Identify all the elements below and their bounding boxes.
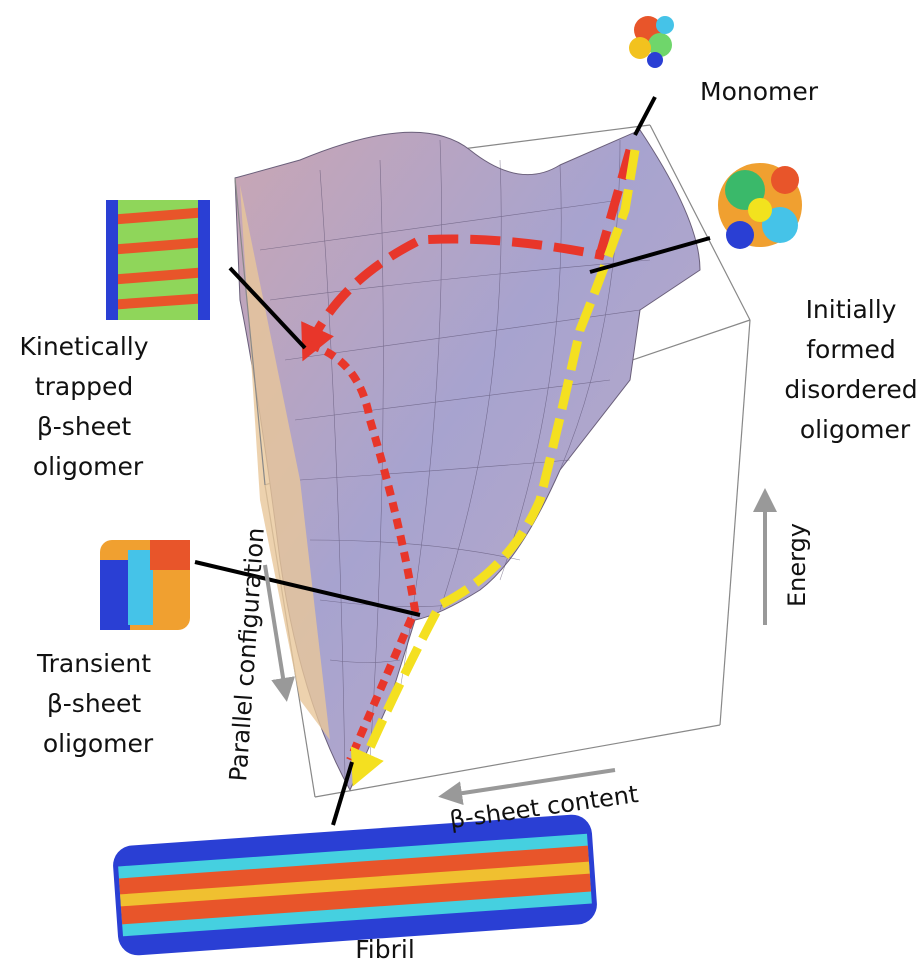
energy-axis-label: Energy xyxy=(783,523,811,607)
fibril-label: Fibril xyxy=(355,935,415,964)
disordered-oligomer-icon xyxy=(718,163,802,249)
parallel-axis-label: Parallel configuration xyxy=(224,527,270,783)
monomer-icon xyxy=(629,16,674,68)
initial-oligomer-label: Initially formed disordered oligomer xyxy=(784,295,924,444)
figure: Monomer Initially formed disordered olig… xyxy=(0,0,924,968)
trapped-oligomer-label: Kinetically trapped β-sheet oligomer xyxy=(19,332,156,481)
energy-surface xyxy=(235,130,700,790)
transient-oligomer-label: Transient β-sheet oligomer xyxy=(36,649,159,758)
monomer-label: Monomer xyxy=(700,77,819,106)
transient-oligomer-icon xyxy=(100,540,190,630)
trapped-oligomer-icon xyxy=(108,200,208,320)
